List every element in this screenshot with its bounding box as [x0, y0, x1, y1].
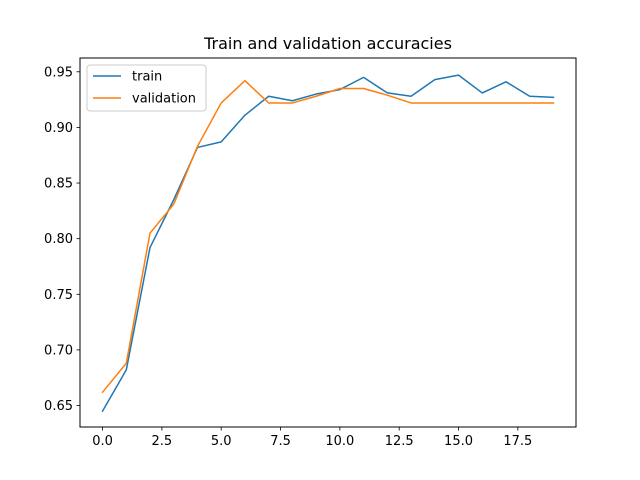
x-tick-label: 2.5: [152, 434, 173, 449]
x-tick-label: 17.5: [503, 434, 532, 449]
y-tick-label: 0.75: [44, 288, 73, 303]
series-line-validation: [101, 79, 555, 394]
y-axis: 0.65 0.70 0.75 0.80 0.85 0.90 0.95: [44, 65, 80, 414]
legend-label-train: train: [132, 70, 162, 85]
x-axis: 0.0 2.5 5.0 7.5 10.0 12.5 15.0 17.5: [92, 427, 532, 449]
x-tick-label: 5.0: [211, 434, 232, 449]
y-tick-label: 0.90: [44, 121, 73, 136]
chart-title: Train and validation accuracies: [203, 34, 452, 53]
legend: train validation: [86, 64, 207, 112]
y-tick-label: 0.95: [44, 65, 73, 80]
x-tick-label: 0.0: [92, 434, 113, 449]
x-tick-label: 10.0: [325, 434, 354, 449]
y-tick-label: 0.65: [44, 399, 73, 414]
y-tick-label: 0.80: [44, 232, 73, 247]
x-tick-label: 15.0: [444, 434, 473, 449]
y-tick-label: 0.85: [44, 177, 73, 192]
series-layer: [101, 74, 555, 413]
axes-frame: [79, 57, 577, 428]
x-tick-label: 7.5: [270, 434, 291, 449]
y-tick-label: 0.70: [44, 343, 73, 358]
legend-label-validation: validation: [132, 92, 196, 107]
x-tick-label: 12.5: [385, 434, 414, 449]
series-line-train: [101, 74, 555, 413]
